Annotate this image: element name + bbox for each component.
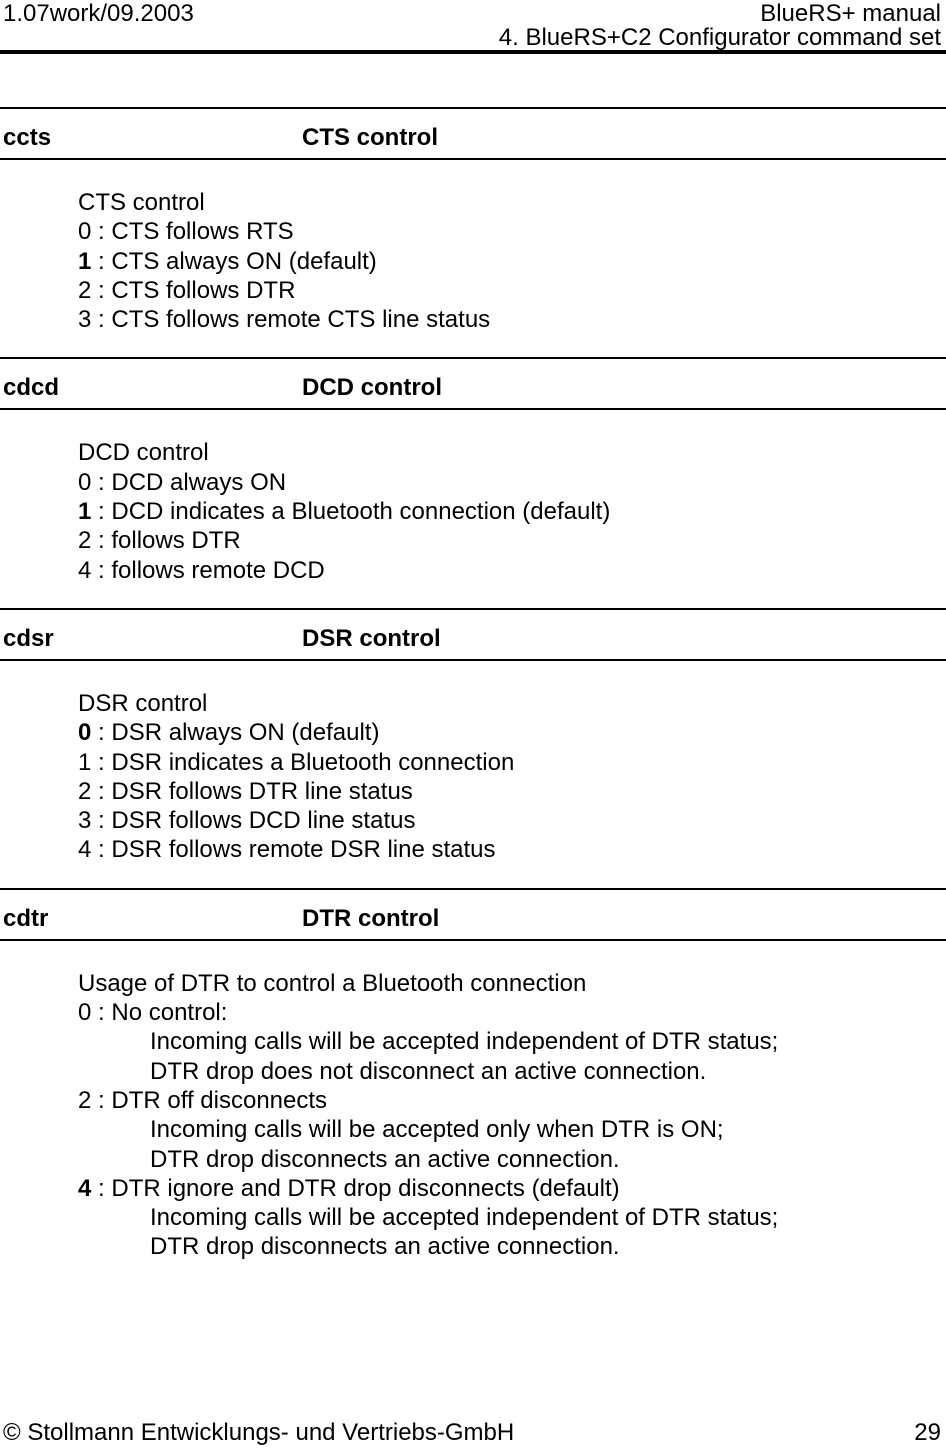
command-section: cdsr DSR control DSR control 0 : DSR alwa… <box>0 607 946 865</box>
line-text: CTS follows DTR <box>111 276 296 304</box>
section-body: CTS control 0 : CTS follows RTS 1 : CTS al… <box>0 188 946 334</box>
line-text: DTR ignore and DTR drop disconnects (def… <box>111 1174 620 1202</box>
value-number: 2 <box>78 1086 92 1114</box>
line-text: DSR follows remote DSR line status <box>111 836 496 864</box>
value-number: 2 <box>78 276 92 304</box>
body-line: 0 : DSR always ON (default) <box>78 719 380 747</box>
section-body: DSR control 0 : DSR always ON (default) 1 … <box>0 689 946 865</box>
body-line: 3 : CTS follows remote CTS line status <box>78 306 491 334</box>
line-text: DSR follows DCD line status <box>111 807 416 835</box>
body-line: 4 : follows remote DCD <box>78 556 325 584</box>
value-number: 4 <box>78 836 92 864</box>
value-number: 0 <box>78 218 92 246</box>
body-line: 1 : DSR indicates a Bluetooth connection <box>78 748 515 776</box>
line-text: DTR drop disconnects an active connectio… <box>150 1233 620 1261</box>
line-text: CTS control <box>78 189 205 216</box>
body-line: 0 : CTS follows RTS <box>78 218 294 246</box>
value-number: 0 <box>78 719 92 747</box>
body-line: 4 : DSR follows remote DSR line status <box>78 836 496 864</box>
section-title: CTS control <box>302 124 438 151</box>
value-number: 4 <box>78 1174 92 1202</box>
page-header: 1.07work/09.2003 BlueRS+ manual 4. BlueR… <box>0 0 946 54</box>
header-version: 1.07work/09.2003 <box>3 0 194 27</box>
value-number: 1 <box>78 247 92 275</box>
body-line: 1 : DCD indicates a Bluetooth connection… <box>78 498 611 526</box>
command-name: cdtr <box>3 904 49 932</box>
command-section: cdcd DCD control DCD control 0 : DCD alwa… <box>0 357 946 584</box>
line-text: DTR drop does not disconnect an active c… <box>150 1057 707 1085</box>
value-number: 0 <box>78 999 92 1027</box>
command-section: cdtr DTR control Usage of DTR to control… <box>0 887 946 1262</box>
value-number: 1 <box>78 498 92 526</box>
section-header: cdcd DCD control <box>0 357 946 411</box>
body-line: 1 : CTS always ON (default) <box>78 247 377 275</box>
value-number: 1 <box>78 748 92 776</box>
body-line: DCD control <box>0 438 946 467</box>
value-number: 3 <box>78 306 92 334</box>
section-header: cdtr DTR control <box>0 887 946 941</box>
line-text: No control: <box>111 999 228 1027</box>
line-text: DTR off disconnects <box>111 1086 328 1114</box>
command-name: cdcd <box>3 374 60 402</box>
line-text: DSR always ON (default) <box>111 719 380 747</box>
body-line: CTS control <box>0 188 946 217</box>
section-body: Usage of DTR to control a Bluetooth conn… <box>0 969 946 1262</box>
page-footer: © Stollmann Entwicklungs- und Vertriebs-… <box>3 1421 941 1445</box>
body-line: 0 : DCD always ON <box>78 468 287 496</box>
footer-page-number: 29 <box>914 1419 941 1446</box>
line-text: DCD control <box>78 439 209 467</box>
header-chapter-title: 4. BlueRS+C2 Configurator command set <box>498 24 941 51</box>
value-number: 0 <box>78 468 92 496</box>
line-text: DCD indicates a Bluetooth connection (de… <box>111 498 611 526</box>
line-text: Usage of DTR to control a Bluetooth conn… <box>78 969 587 997</box>
section-body: DCD control 0 : DCD always ON 1 : DCD indi… <box>0 438 946 584</box>
line-text: CTS follows RTS <box>111 218 294 246</box>
body-line: DTR drop does not disconnect an active c… <box>0 1057 946 1086</box>
value-number: 2 <box>78 777 92 805</box>
line-text: CTS follows remote CTS line status <box>111 306 491 334</box>
value-number: 3 <box>78 807 92 835</box>
value-number: 2 <box>78 527 92 555</box>
line-text: DSR indicates a Bluetooth connection <box>111 748 515 776</box>
footer-copyright: © Stollmann Entwicklungs- und Vertriebs-… <box>3 1419 515 1446</box>
body-line: 2 : CTS follows DTR <box>78 276 296 304</box>
section-title: DSR control <box>302 624 441 652</box>
body-line: DSR control <box>0 689 946 718</box>
sections: ccts CTS control CTS control 0 : CTS foll… <box>0 107 946 1262</box>
line-text: Incoming calls will be accepted only whe… <box>150 1116 724 1144</box>
body-line: DTR drop disconnects an active connectio… <box>0 1232 946 1261</box>
body-line: Incoming calls will be accepted only whe… <box>0 1115 946 1144</box>
value-number: 4 <box>78 556 92 584</box>
section-header: ccts CTS control <box>0 107 946 160</box>
body-line: 4 : DTR ignore and DTR drop disconnects … <box>78 1174 620 1202</box>
command-name: cdsr <box>3 624 54 652</box>
body-line: DTR drop disconnects an active connectio… <box>0 1145 946 1174</box>
command-name: ccts <box>3 124 52 151</box>
command-section: ccts CTS control CTS control 0 : CTS foll… <box>0 107 946 334</box>
section-title: DTR control <box>302 904 440 932</box>
header-manual-title: BlueRS+ manual <box>760 0 941 27</box>
body-line: 3 : DSR follows DCD line status <box>78 807 416 835</box>
body-line: 0 : No control: <box>78 999 228 1027</box>
body-line: Incoming calls will be accepted independ… <box>0 1027 946 1056</box>
line-text: Incoming calls will be accepted independ… <box>150 1204 779 1232</box>
line-text: DSR control <box>78 689 208 717</box>
line-text: DCD always ON <box>111 468 287 496</box>
line-text: DTR drop disconnects an active connectio… <box>150 1145 620 1173</box>
body-line: 2 : DTR off disconnects <box>78 1086 328 1114</box>
body-line: Usage of DTR to control a Bluetooth conn… <box>0 969 946 998</box>
section-header: cdsr DSR control <box>0 607 946 661</box>
line-text: follows DTR <box>111 527 241 555</box>
body-line: 2 : DSR follows DTR line status <box>78 777 413 805</box>
body-line: Incoming calls will be accepted independ… <box>0 1203 946 1232</box>
line-text: DSR follows DTR line status <box>111 777 413 805</box>
section-title: DCD control <box>302 374 442 402</box>
line-text: Incoming calls will be accepted independ… <box>150 1028 779 1056</box>
body-line: 2 : follows DTR <box>78 527 241 555</box>
line-text: CTS always ON (default) <box>111 247 377 275</box>
line-text: follows remote DCD <box>111 556 325 584</box>
